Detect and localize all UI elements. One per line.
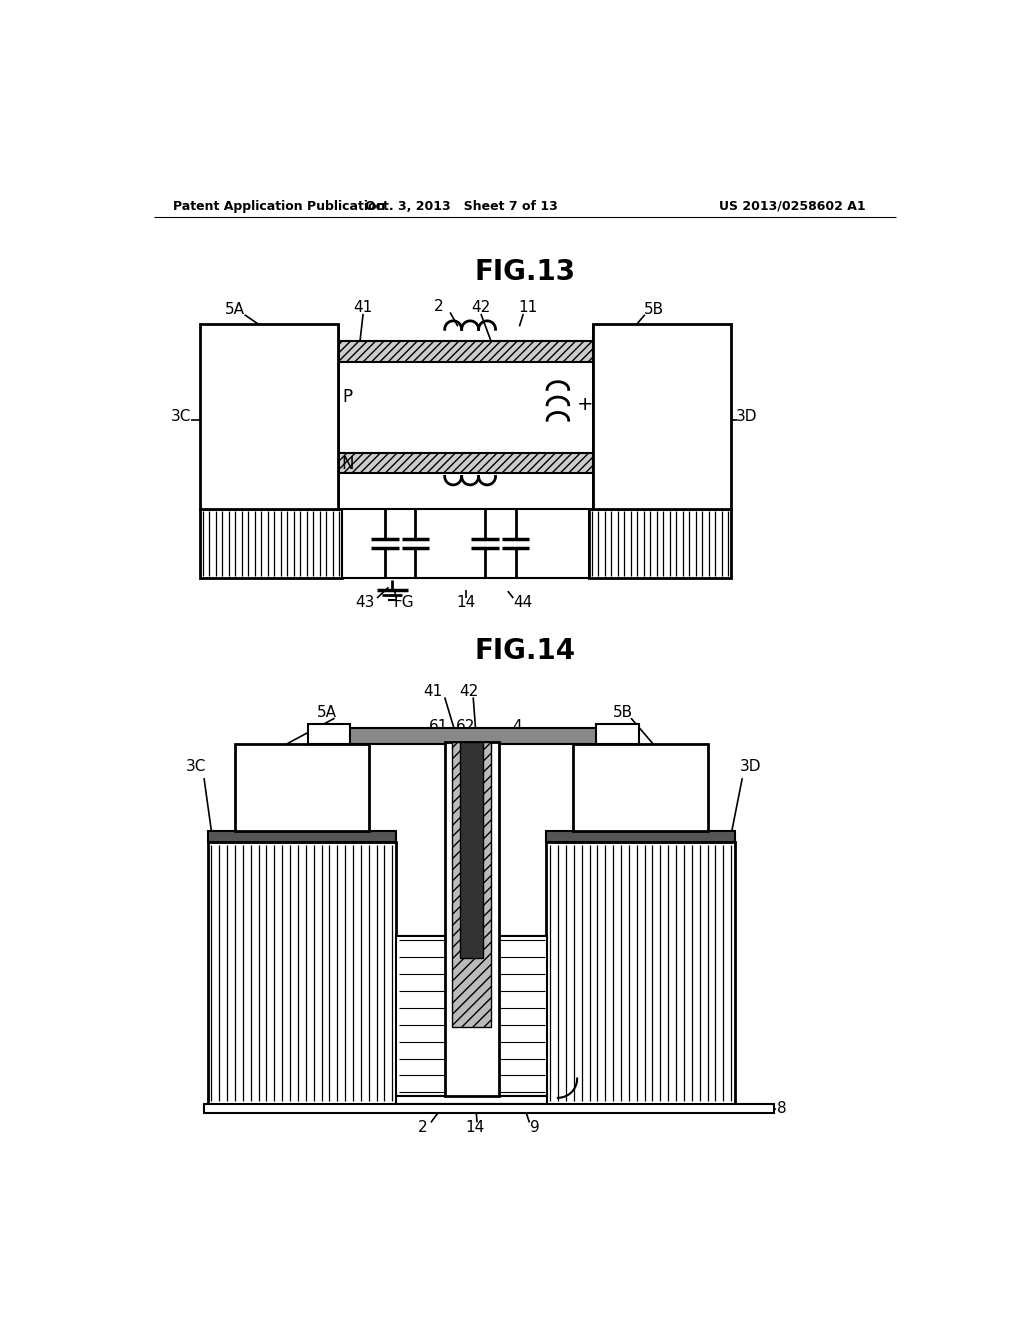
Bar: [208, 830, 396, 842]
Text: 41: 41: [353, 300, 373, 315]
Text: FG: FG: [393, 595, 415, 610]
Text: 5A: 5A: [224, 302, 245, 317]
Text: 3C: 3C: [185, 759, 206, 775]
Text: FYING: FYING: [247, 393, 292, 408]
Text: 2: 2: [434, 298, 443, 314]
Bar: [573, 743, 708, 830]
Text: 3D: 3D: [739, 759, 761, 775]
Bar: [339, 453, 593, 474]
Bar: [342, 508, 589, 578]
Text: MODULE: MODULE: [629, 413, 695, 428]
Text: 3D: 3D: [736, 409, 758, 424]
Text: RECTI-: RECTI-: [244, 374, 294, 389]
Bar: [495, 936, 547, 1096]
Text: 61: 61: [429, 719, 449, 734]
Text: FIG.14: FIG.14: [474, 638, 575, 665]
Text: 5A: 5A: [316, 705, 337, 721]
Bar: [208, 842, 396, 1104]
Text: 5B: 5B: [644, 302, 665, 317]
Text: 14: 14: [465, 1119, 484, 1135]
Bar: [593, 323, 731, 508]
Text: 43: 43: [355, 595, 375, 610]
Text: 4: 4: [512, 719, 522, 734]
Bar: [444, 742, 499, 1096]
Text: FIG.13: FIG.13: [474, 259, 575, 286]
Text: 2: 2: [419, 1119, 428, 1135]
Text: Oct. 3, 2013   Sheet 7 of 13: Oct. 3, 2013 Sheet 7 of 13: [366, 199, 558, 213]
Bar: [234, 743, 370, 830]
Bar: [346, 729, 600, 743]
Bar: [339, 341, 593, 362]
Bar: [460, 742, 483, 958]
Bar: [589, 508, 731, 578]
Text: 14: 14: [456, 595, 475, 610]
Bar: [200, 323, 339, 508]
Bar: [396, 936, 547, 1104]
Bar: [307, 725, 350, 743]
Text: US 2013/0258602 A1: US 2013/0258602 A1: [720, 199, 866, 213]
Text: 42: 42: [471, 300, 490, 315]
Text: 62: 62: [456, 719, 475, 734]
Text: Patent Application Publication: Patent Application Publication: [173, 199, 385, 213]
Text: 8: 8: [777, 1101, 787, 1117]
Text: 44: 44: [514, 595, 532, 610]
Text: N: N: [341, 455, 354, 473]
Text: +: +: [577, 395, 593, 414]
Bar: [547, 830, 735, 842]
Text: 41: 41: [424, 684, 442, 698]
Text: 9: 9: [530, 1119, 540, 1135]
Text: P: P: [343, 388, 352, 407]
Text: 42: 42: [460, 684, 479, 698]
Text: INVER-: INVER-: [636, 374, 687, 389]
Bar: [396, 936, 449, 1096]
Text: 3C: 3C: [170, 409, 190, 424]
Bar: [396, 1096, 547, 1104]
Bar: [200, 508, 342, 578]
Bar: [596, 725, 639, 743]
Bar: [547, 842, 735, 1104]
Bar: [204, 1104, 773, 1113]
Text: MODULE: MODULE: [237, 413, 302, 428]
Bar: [453, 742, 490, 1027]
Text: 11: 11: [518, 300, 538, 315]
Text: 5B: 5B: [613, 705, 634, 721]
Text: TER: TER: [647, 393, 677, 408]
